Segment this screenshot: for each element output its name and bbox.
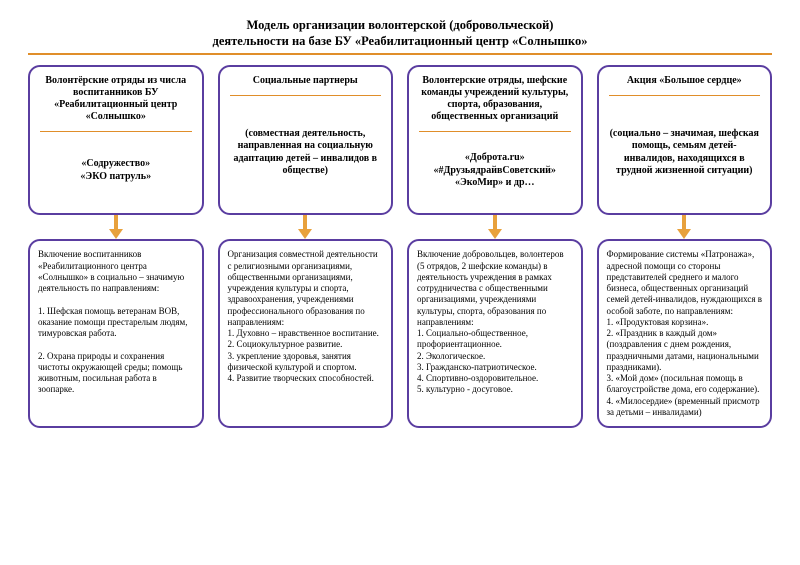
columns-container: Волонтёрские отряды из числа воспитанник… (28, 65, 772, 428)
column-4-header: Акция «Большое сердце» (607, 75, 763, 87)
column-3-sub: «Доброта.ru» «#ДрузьядрайвСоветский» «Эк… (417, 136, 573, 205)
title-line-2: деятельности на базе БУ «Реабилитационны… (213, 34, 588, 48)
separator (609, 95, 761, 96)
column-4-top-box: Акция «Большое сердце» (социально – знач… (597, 65, 773, 215)
arrow-down-icon (407, 215, 583, 239)
column-1-sub: «Содружество» «ЭКО патруль» (38, 136, 194, 205)
page-title: Модель организации волонтерской (доброво… (28, 18, 772, 49)
column-3-body: Включение добровольцев, волонтеров (5 от… (407, 239, 583, 428)
title-separator (28, 53, 772, 55)
column-3-top-box: Волонтерские отряды, шефские команды учр… (407, 65, 583, 215)
separator (230, 95, 382, 96)
arrow-down-icon (597, 215, 773, 239)
column-2-sub: (совместная деятельность, направленная н… (228, 100, 384, 205)
column-4-body: Формирование системы «Патронажа», адресн… (597, 239, 773, 428)
title-line-1: Модель организации волонтерской (доброво… (247, 18, 554, 32)
column-2-header: Социальные партнеры (228, 75, 384, 87)
column-1-header: Волонтёрские отряды из числа воспитанник… (38, 75, 194, 123)
column-1-body: Включение воспитанников «Реабилитационно… (28, 239, 204, 428)
separator (419, 131, 571, 132)
column-4: Акция «Большое сердце» (социально – знач… (597, 65, 773, 428)
column-2-body: Организация совместной деятельности с ре… (218, 239, 394, 428)
column-3-header: Волонтерские отряды, шефские команды учр… (417, 75, 573, 123)
column-2: Социальные партнеры (совместная деятельн… (218, 65, 394, 428)
arrow-down-icon (218, 215, 394, 239)
column-1: Волонтёрские отряды из числа воспитанник… (28, 65, 204, 428)
separator (40, 131, 192, 132)
column-3: Волонтерские отряды, шефские команды учр… (407, 65, 583, 428)
column-2-top-box: Социальные партнеры (совместная деятельн… (218, 65, 394, 215)
column-1-top-box: Волонтёрские отряды из числа воспитанник… (28, 65, 204, 215)
column-4-sub: (социально – значимая, шефская помощь, с… (607, 100, 763, 205)
arrow-down-icon (28, 215, 204, 239)
